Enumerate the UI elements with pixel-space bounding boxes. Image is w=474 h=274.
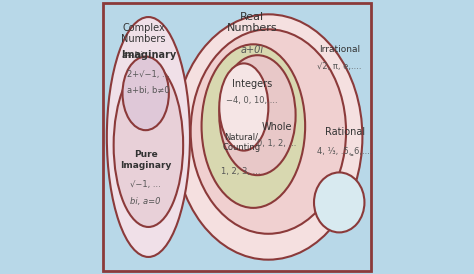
Ellipse shape [174, 14, 363, 260]
Text: Real
Numbers: Real Numbers [227, 12, 277, 33]
Ellipse shape [122, 56, 169, 130]
Ellipse shape [314, 172, 365, 232]
Text: Pure
Imaginary: Pure Imaginary [120, 150, 172, 170]
Ellipse shape [201, 44, 305, 208]
Text: Whole: Whole [261, 122, 292, 132]
Ellipse shape [114, 63, 183, 227]
Ellipse shape [219, 63, 268, 151]
Text: Natural/
Counting: Natural/ Counting [222, 133, 260, 152]
Text: Irrational: Irrational [319, 45, 360, 54]
Ellipse shape [107, 17, 190, 257]
Text: Rational: Rational [325, 127, 365, 136]
Text: Integers: Integers [232, 79, 272, 89]
Text: a+bi: a+bi [121, 51, 142, 60]
Text: √2, π, e,....: √2, π, e,.... [317, 62, 362, 71]
Text: a+bi, b≠0: a+bi, b≠0 [127, 86, 170, 95]
Text: 1, 2, 3, ...: 1, 2, 3, ... [221, 167, 261, 176]
Text: a+0i: a+0i [240, 45, 264, 55]
Text: √−1, ...: √−1, ... [130, 180, 161, 189]
Text: 2+√−1, ...: 2+√−1, ... [127, 70, 170, 79]
Ellipse shape [219, 55, 296, 175]
Text: 0, 1, 2, ...: 0, 1, 2, ... [257, 139, 296, 148]
Text: Imaginary: Imaginary [121, 50, 176, 60]
Text: 4, ⅓, .5, ͚6,....: 4, ⅓, .5, ͚6,.... [317, 146, 373, 155]
Text: bi, a=0: bi, a=0 [130, 196, 161, 206]
Ellipse shape [191, 29, 346, 234]
Text: −4, 0, 10,....: −4, 0, 10,.... [226, 96, 278, 105]
Text: Complex
Numbers: Complex Numbers [121, 23, 165, 44]
